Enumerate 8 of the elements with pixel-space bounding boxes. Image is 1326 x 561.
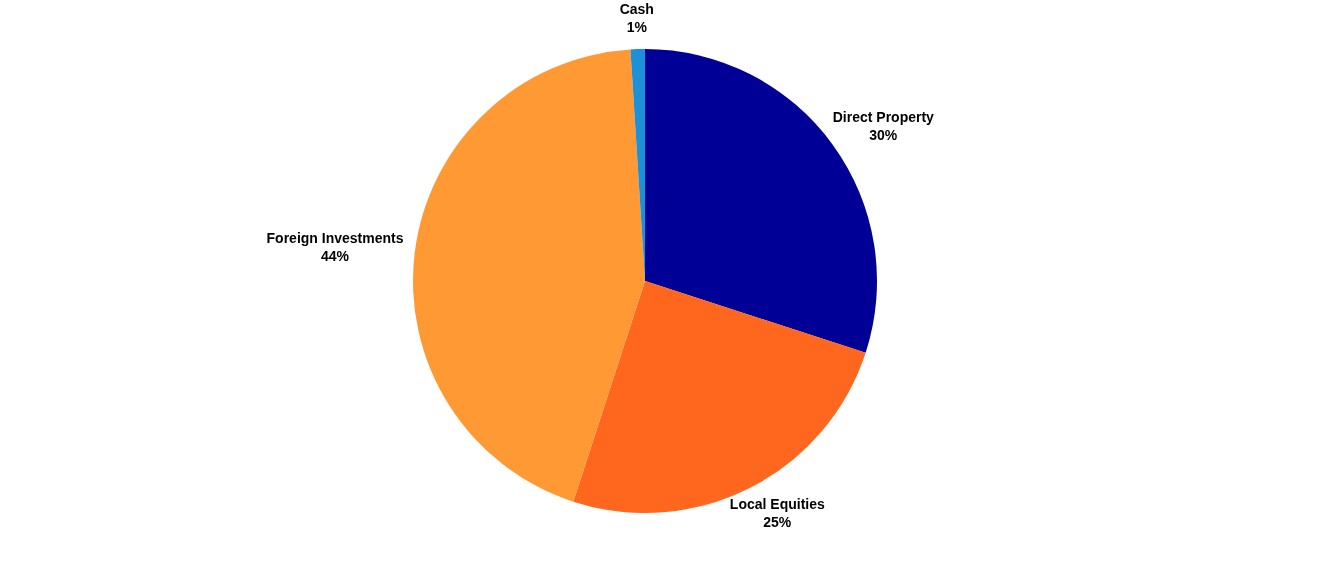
slice-label: Local Equities: [729, 496, 825, 513]
slice-label: Cash: [619, 0, 654, 17]
slice-label: Foreign Investments: [266, 230, 404, 247]
slice-label: Direct Property: [832, 108, 935, 125]
data-label: 1%: [626, 18, 648, 35]
data-label: 25%: [763, 514, 792, 531]
data-label: 44%: [320, 248, 350, 265]
data-label: 30%: [869, 126, 898, 143]
